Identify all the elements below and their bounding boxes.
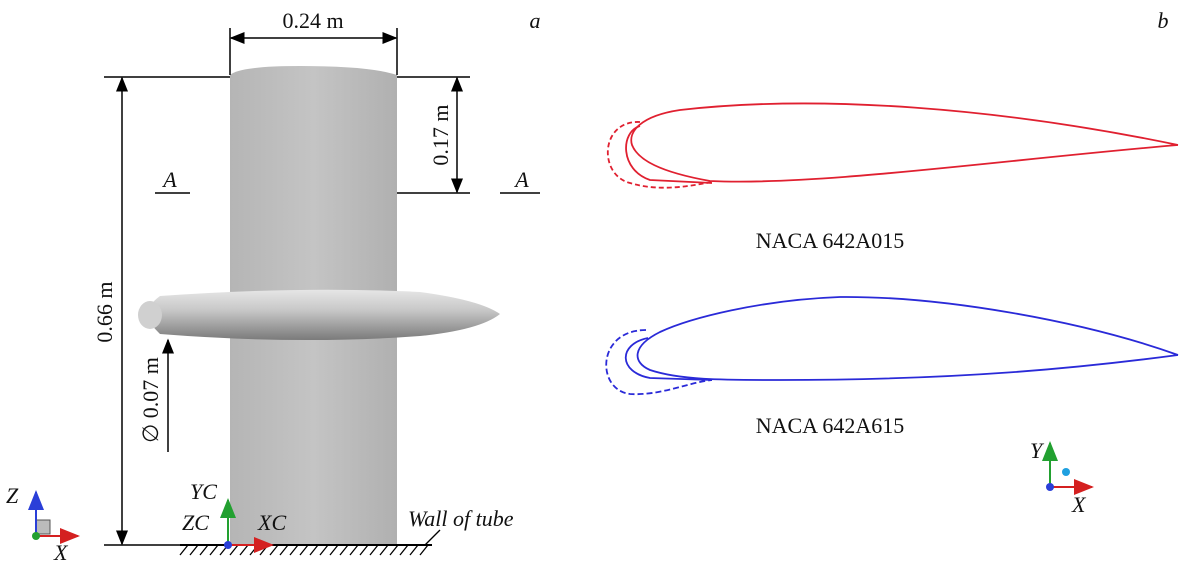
top-height-label: 0.17 m	[428, 104, 453, 165]
diameter-label: ∅ 0.07 m	[138, 357, 163, 443]
profile-blue	[606, 297, 1178, 394]
profile-label: NACA 642A015	[756, 228, 905, 253]
profile-red	[608, 103, 1178, 187]
axis-label: X	[53, 540, 69, 563]
wall-label: Wall of tube	[408, 506, 514, 531]
axis-label: XC	[257, 510, 286, 535]
axis-label: ZC	[182, 510, 209, 535]
axis-label: X	[1071, 492, 1087, 517]
section-mark: A	[161, 167, 177, 192]
figure: 0.24 m 0.17 m 0.66 m ∅ 0.07 m A A a Wall…	[0, 0, 1181, 563]
axis-label: Y	[1030, 438, 1045, 463]
panel-label: a	[530, 8, 541, 33]
global-axes	[32, 492, 78, 540]
width-label: 0.24 m	[282, 8, 343, 33]
panel-label: b	[1158, 8, 1169, 33]
profile-axes	[1046, 443, 1092, 491]
axis-label: YC	[190, 479, 217, 504]
axis-label: Z	[6, 483, 19, 508]
height-label: 0.66 m	[92, 281, 117, 342]
section-mark: A	[513, 167, 529, 192]
profile-label: NACA 642A615	[756, 413, 905, 438]
